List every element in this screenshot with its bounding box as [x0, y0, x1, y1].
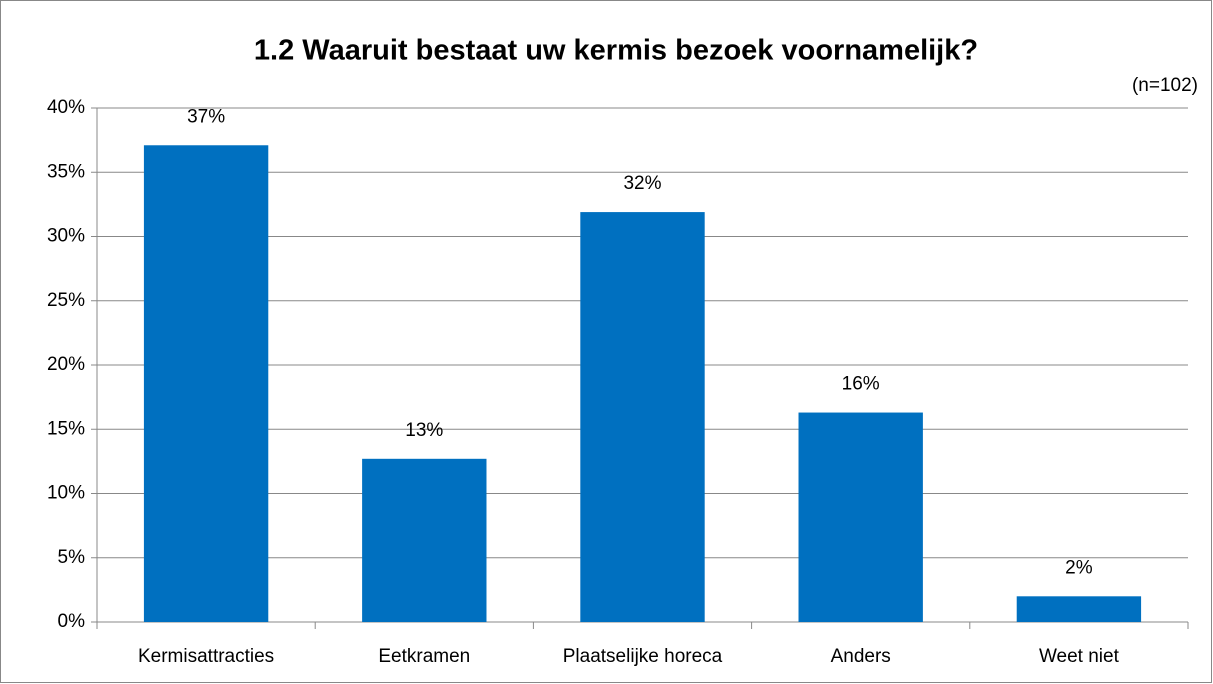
y-tick-label: 0% [58, 611, 86, 632]
data-label: 2% [1065, 557, 1093, 578]
y-tick-label: 5% [58, 547, 86, 568]
x-tick-label: Anders [831, 646, 891, 667]
chart-title: 1.2 Waaruit bestaat uw kermis bezoek voo… [254, 35, 978, 67]
annotation: (n=102) [1132, 75, 1198, 96]
x-tick-label: Eetkramen [378, 646, 470, 667]
y-tick-label: 30% [47, 226, 85, 247]
bar [1016, 596, 1142, 622]
data-label: 13% [405, 420, 443, 441]
y-tick-label: 35% [47, 161, 85, 182]
x-tick-label: Weet niet [1039, 646, 1120, 667]
y-tick-label: 40% [47, 97, 85, 118]
bar [580, 212, 705, 622]
bar [143, 145, 269, 622]
y-tick-label: 15% [47, 418, 85, 439]
bar [798, 412, 923, 622]
y-tick-label: 20% [47, 354, 85, 375]
y-tick-label: 10% [47, 483, 85, 504]
x-tick-label: Kermisattracties [138, 646, 274, 667]
data-label: 37% [187, 106, 225, 127]
data-label: 16% [842, 374, 880, 395]
y-tick-label: 25% [47, 290, 85, 311]
x-tick-label: Plaatselijke horeca [563, 646, 723, 667]
bar [362, 458, 487, 622]
data-label: 32% [623, 173, 661, 194]
